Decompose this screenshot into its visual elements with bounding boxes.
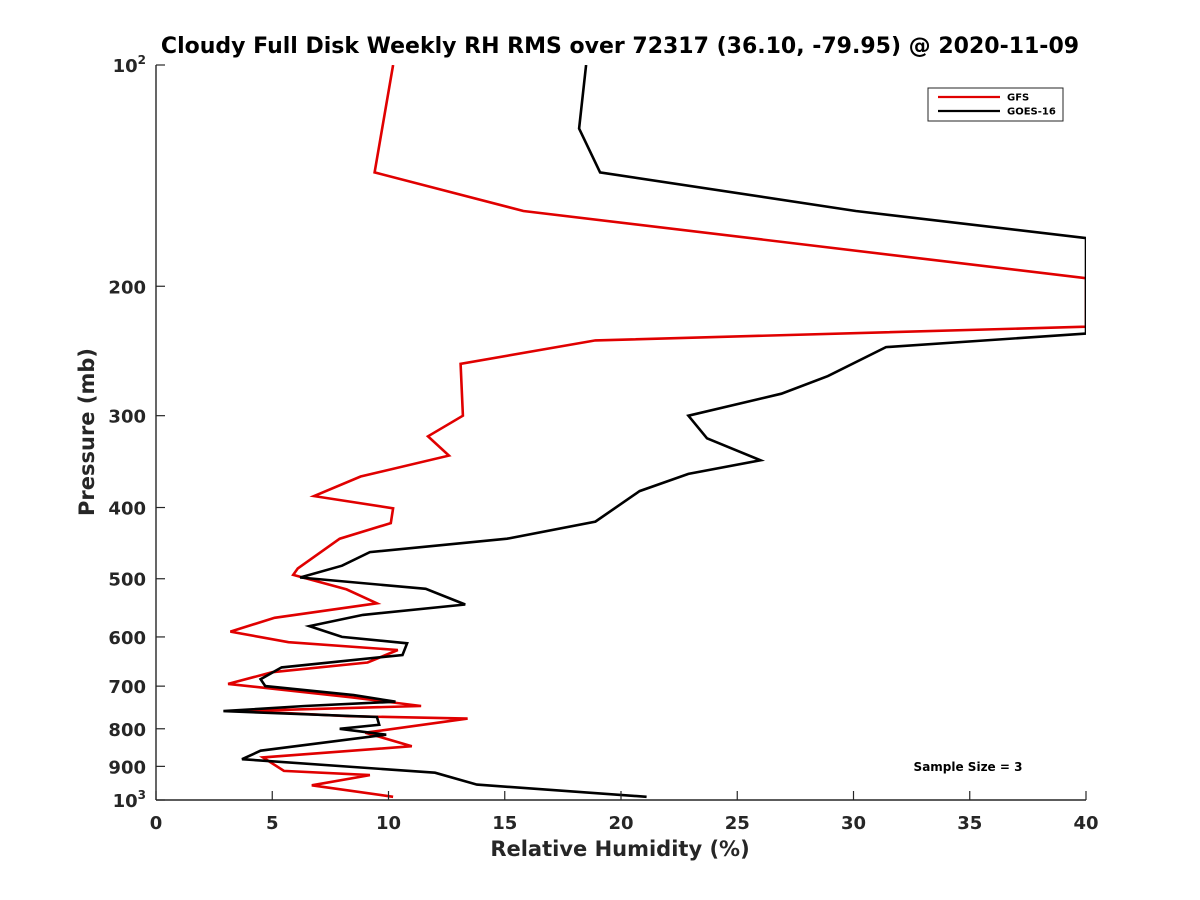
y-tick-label: 300 — [108, 407, 146, 428]
plot-area — [223, 65, 1086, 799]
x-tick-label: 10 — [376, 813, 401, 834]
legend-box — [927, 87, 1064, 122]
x-tick-label: 35 — [957, 813, 982, 834]
legend-label-goes-16: GOES-16 — [1007, 107, 1056, 118]
x-tick-label: 15 — [492, 813, 517, 834]
x-tick-label: 5 — [266, 813, 279, 834]
y-tick-label: 500 — [108, 570, 146, 591]
y-tick-label: 103 — [113, 788, 146, 812]
y-tick-label: 800 — [108, 720, 146, 741]
chart-title: Cloudy Full Disk Weekly RH RMS over 7231… — [161, 34, 1079, 59]
legend: GFS GOES-16 — [927, 87, 1064, 122]
x-tick-label: 25 — [725, 813, 750, 834]
x-tick-label: 40 — [1073, 813, 1098, 834]
x-tick-label: 20 — [608, 813, 633, 834]
x-tick-label: 30 — [841, 813, 866, 834]
x-tick-label: 0 — [150, 813, 163, 834]
y-tick-label: 102 — [113, 53, 146, 77]
x-axis-label: Relative Humidity (%) — [490, 837, 749, 861]
y-tick-label: 200 — [108, 277, 146, 298]
y-axis-label: Pressure (mb) — [75, 348, 99, 516]
y-tick-label: 400 — [108, 499, 146, 520]
sample-size-annotation: Sample Size = 3 — [914, 760, 1023, 774]
y-tick-label: 600 — [108, 628, 146, 649]
series-line-goes-16 — [223, 65, 1086, 799]
y-tick-label: 700 — [108, 677, 146, 698]
series-line-gfs — [227, 65, 1086, 799]
legend-label-gfs: GFS — [1007, 93, 1029, 104]
y-tick-label: 900 — [108, 757, 146, 778]
ticks: 0 5 10 15 20 25 30 35 40 102 200 300 400 500 600 700 800… — [108, 53, 1098, 834]
